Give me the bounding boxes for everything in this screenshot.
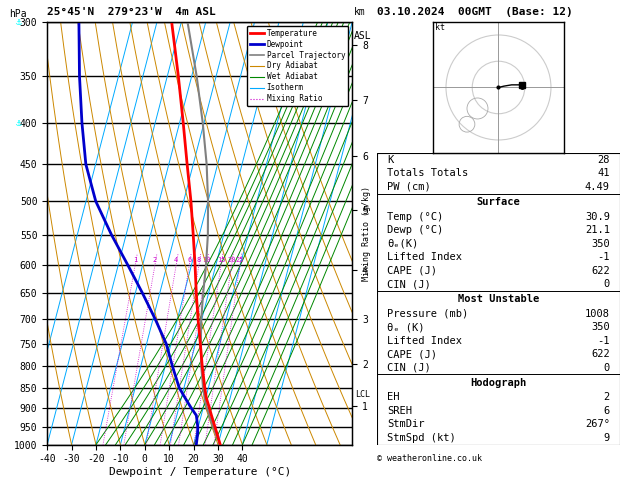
Text: -1: -1 [598, 252, 610, 262]
Text: StmSpd (kt): StmSpd (kt) [387, 433, 456, 443]
Text: 0: 0 [604, 279, 610, 289]
Text: CAPE (J): CAPE (J) [387, 265, 437, 276]
X-axis label: Dewpoint / Temperature (°C): Dewpoint / Temperature (°C) [109, 467, 291, 477]
Text: km: km [353, 7, 365, 17]
Text: Lifted Index: Lifted Index [387, 252, 462, 262]
Text: 8: 8 [197, 257, 201, 263]
Text: 622: 622 [591, 349, 610, 359]
Text: 267°: 267° [585, 419, 610, 430]
Text: ASL: ASL [353, 31, 371, 41]
Text: SREH: SREH [387, 406, 412, 416]
Text: -1: -1 [598, 336, 610, 346]
Text: CIN (J): CIN (J) [387, 363, 431, 373]
Text: LCL: LCL [355, 390, 370, 399]
Legend: Temperature, Dewpoint, Parcel Trajectory, Dry Adiabat, Wet Adiabat, Isotherm, Mi: Temperature, Dewpoint, Parcel Trajectory… [247, 26, 348, 106]
Text: 350: 350 [591, 239, 610, 248]
Text: © weatheronline.co.uk: © weatheronline.co.uk [377, 454, 482, 464]
Text: 4: 4 [174, 257, 178, 263]
Text: EH: EH [387, 392, 399, 402]
Text: Lifted Index: Lifted Index [387, 336, 462, 346]
Text: StmDir: StmDir [387, 419, 425, 430]
Text: 9: 9 [604, 433, 610, 443]
Text: 30.9: 30.9 [585, 211, 610, 222]
Text: Pressure (mb): Pressure (mb) [387, 309, 469, 319]
Text: Most Unstable: Most Unstable [458, 294, 539, 304]
Text: 350: 350 [591, 322, 610, 332]
Text: 28: 28 [598, 155, 610, 165]
Text: kt: kt [435, 23, 445, 32]
Text: 10: 10 [203, 257, 211, 263]
Text: 2: 2 [153, 257, 157, 263]
Text: 0: 0 [604, 363, 610, 373]
Text: CIN (J): CIN (J) [387, 279, 431, 289]
Text: 2: 2 [604, 392, 610, 402]
Text: hPa: hPa [9, 9, 27, 19]
Text: 1008: 1008 [585, 309, 610, 319]
Text: ⚓: ⚓ [16, 118, 22, 128]
Text: Temp (°C): Temp (°C) [387, 211, 443, 222]
Text: 1: 1 [133, 257, 137, 263]
Text: Totals Totals: Totals Totals [387, 168, 469, 178]
Text: Dewp (°C): Dewp (°C) [387, 225, 443, 235]
Text: 6: 6 [604, 406, 610, 416]
Text: 03.10.2024  00GMT  (Base: 12): 03.10.2024 00GMT (Base: 12) [377, 7, 573, 17]
Text: 25: 25 [236, 257, 244, 263]
Text: 41: 41 [598, 168, 610, 178]
Text: θₑ(K): θₑ(K) [387, 239, 418, 248]
Text: PW (cm): PW (cm) [387, 182, 431, 192]
Text: Surface: Surface [477, 197, 520, 207]
Text: CAPE (J): CAPE (J) [387, 349, 437, 359]
Text: 20: 20 [227, 257, 236, 263]
Text: 25°45'N  279°23'W  4m ASL: 25°45'N 279°23'W 4m ASL [47, 7, 216, 17]
Text: 6: 6 [187, 257, 191, 263]
Text: 15: 15 [217, 257, 225, 263]
Text: K: K [387, 155, 393, 165]
Text: Hodograph: Hodograph [470, 378, 526, 388]
Text: 4.49: 4.49 [585, 182, 610, 192]
Text: 21.1: 21.1 [585, 225, 610, 235]
Text: θₑ (K): θₑ (K) [387, 322, 425, 332]
Text: ⚓: ⚓ [16, 17, 22, 27]
Text: Mixing Ratio (g/kg): Mixing Ratio (g/kg) [362, 186, 370, 281]
Text: 622: 622 [591, 265, 610, 276]
